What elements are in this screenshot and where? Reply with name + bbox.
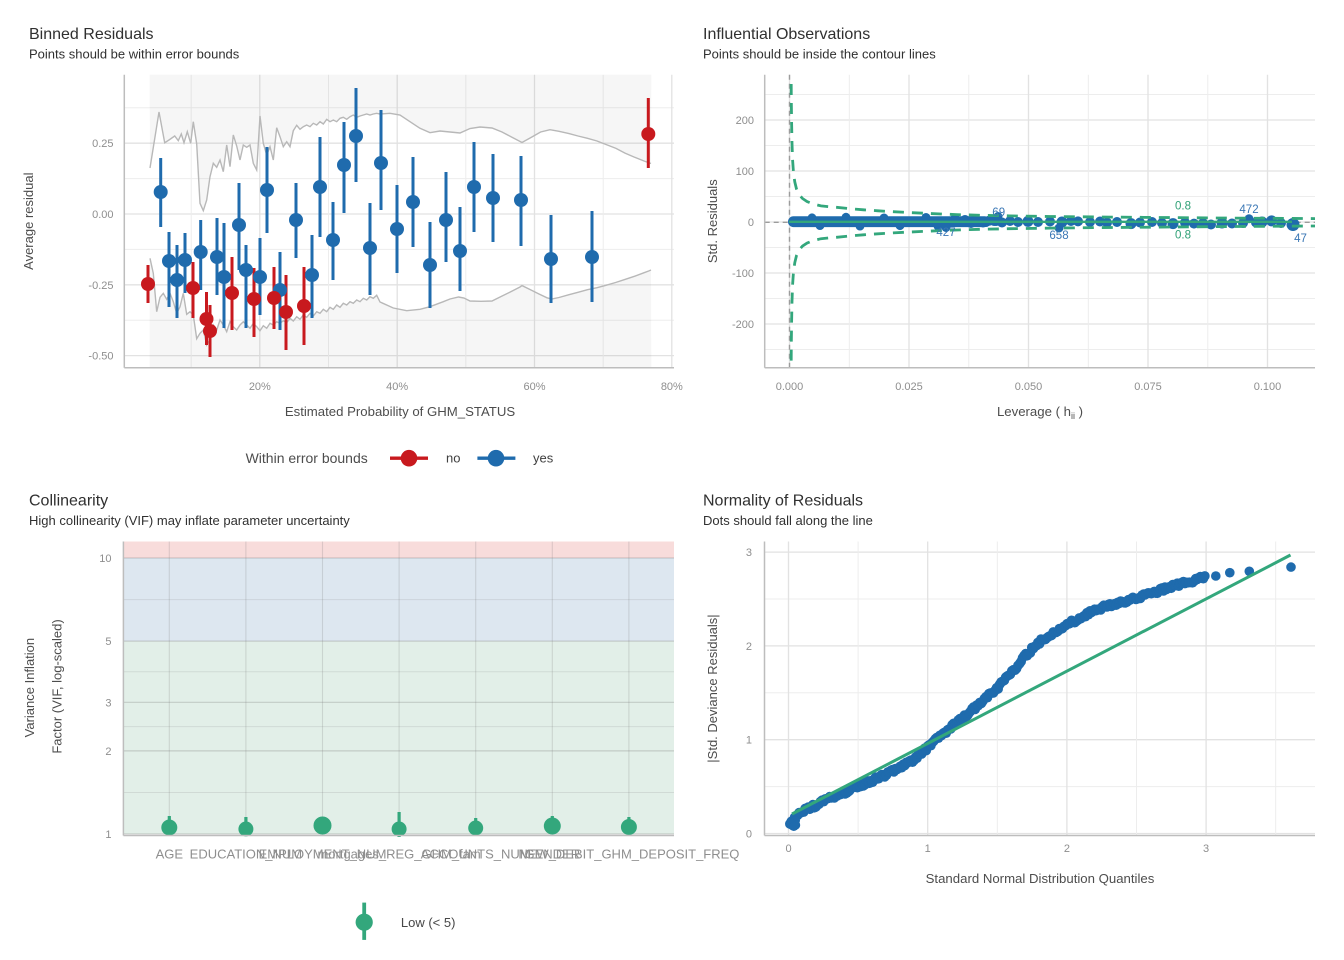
svg-text:Normality of Residuals: Normality of Residuals [703,492,863,509]
svg-text:20%: 20% [249,381,271,393]
svg-text:427: 427 [936,227,955,239]
svg-text:Dots should fall along the lin: Dots should fall along the line [703,513,873,528]
svg-text:2: 2 [105,746,111,758]
svg-text:GENDER: GENDER [524,847,580,862]
svg-text:0: 0 [746,829,752,841]
svg-text:658: 658 [1049,230,1068,242]
svg-text:AGE: AGE [156,847,184,862]
svg-text:mortgages_REG_GHM_fam: mortgages_REG_GHM_fam [317,847,480,862]
svg-text:3: 3 [1203,843,1209,855]
svg-text:0: 0 [785,843,791,855]
svg-text:Average residual: Average residual [21,172,36,269]
svg-text:Factor (VIF, log-scaled): Factor (VIF, log-scaled) [50,619,65,753]
svg-text:0.25: 0.25 [92,138,113,150]
svg-text:0.000: 0.000 [776,381,804,393]
svg-text:no: no [446,451,460,466]
svg-text:EDUCATION_NUM: EDUCATION_NUM [190,847,302,862]
svg-text:1: 1 [105,829,111,841]
svg-text:Standard Normal Distribution Q: Standard Normal Distribution Quantiles [926,871,1155,886]
svg-text:Low (< 5): Low (< 5) [401,915,456,930]
svg-text:Binned Residuals: Binned Residuals [29,26,154,43]
svg-text:2: 2 [1064,843,1070,855]
svg-text:Std. Residuals: Std. Residuals [705,179,720,263]
svg-text:10: 10 [99,553,111,565]
svg-text:yes: yes [533,451,554,466]
svg-text:2: 2 [746,641,752,653]
svg-text:1: 1 [925,843,931,855]
svg-text:60%: 60% [523,381,545,393]
svg-text:0: 0 [748,217,754,229]
svg-text:100: 100 [736,166,754,178]
svg-text:80%: 80% [661,381,683,393]
svg-text:200: 200 [736,115,754,127]
svg-text:ACCOUNTS_NUM: ACCOUNTS_NUM [421,847,531,862]
svg-text:1: 1 [746,735,752,747]
svg-text:40%: 40% [386,381,408,393]
svg-text:EMPLOYMENT_NUM: EMPLOYMENT_NUM [259,847,387,862]
svg-text:0.00: 0.00 [92,209,113,221]
svg-text:0.075: 0.075 [1134,381,1162,393]
svg-text:Estimated Probability of GHM_S: Estimated Probability of GHM_STATUS [285,404,516,419]
svg-text:69: 69 [992,207,1005,219]
svg-text:-0.50: -0.50 [88,351,113,363]
svg-text:5: 5 [105,636,111,648]
svg-text:Leverage ( hii ): Leverage ( hii ) [997,404,1083,421]
svg-text:Points should be inside the co: Points should be inside the contour line… [703,47,936,62]
svg-text:-100: -100 [732,268,754,280]
svg-text:Within error bounds: Within error bounds [246,450,368,466]
svg-text:Points should be within error: Points should be within error bounds [29,47,240,62]
svg-text:NEW_DEBIT_GHM_DEPOSIT_FREQ: NEW_DEBIT_GHM_DEPOSIT_FREQ [518,847,739,862]
svg-text:3: 3 [105,697,111,709]
svg-text:472: 472 [1239,204,1258,216]
svg-text:0.8: 0.8 [1175,201,1191,213]
svg-text:Influential Observations: Influential Observations [703,26,870,43]
svg-text:0.025: 0.025 [895,381,923,393]
svg-text:-0.25: -0.25 [88,280,113,292]
svg-text:Collinearity: Collinearity [29,492,108,509]
svg-text:|Std. Deviance Residuals|: |Std. Deviance Residuals| [705,614,720,762]
svg-text:-200: -200 [732,319,754,331]
svg-text:0.100: 0.100 [1254,381,1282,393]
svg-text:47: 47 [1294,233,1307,245]
svg-text:0.8: 0.8 [1175,230,1191,242]
svg-text:Variance Inflation: Variance Inflation [22,638,37,738]
svg-text:0.050: 0.050 [1015,381,1043,393]
svg-text:3: 3 [746,547,752,559]
svg-text:High collinearity (VIF) may in: High collinearity (VIF) may inflate para… [29,513,350,528]
